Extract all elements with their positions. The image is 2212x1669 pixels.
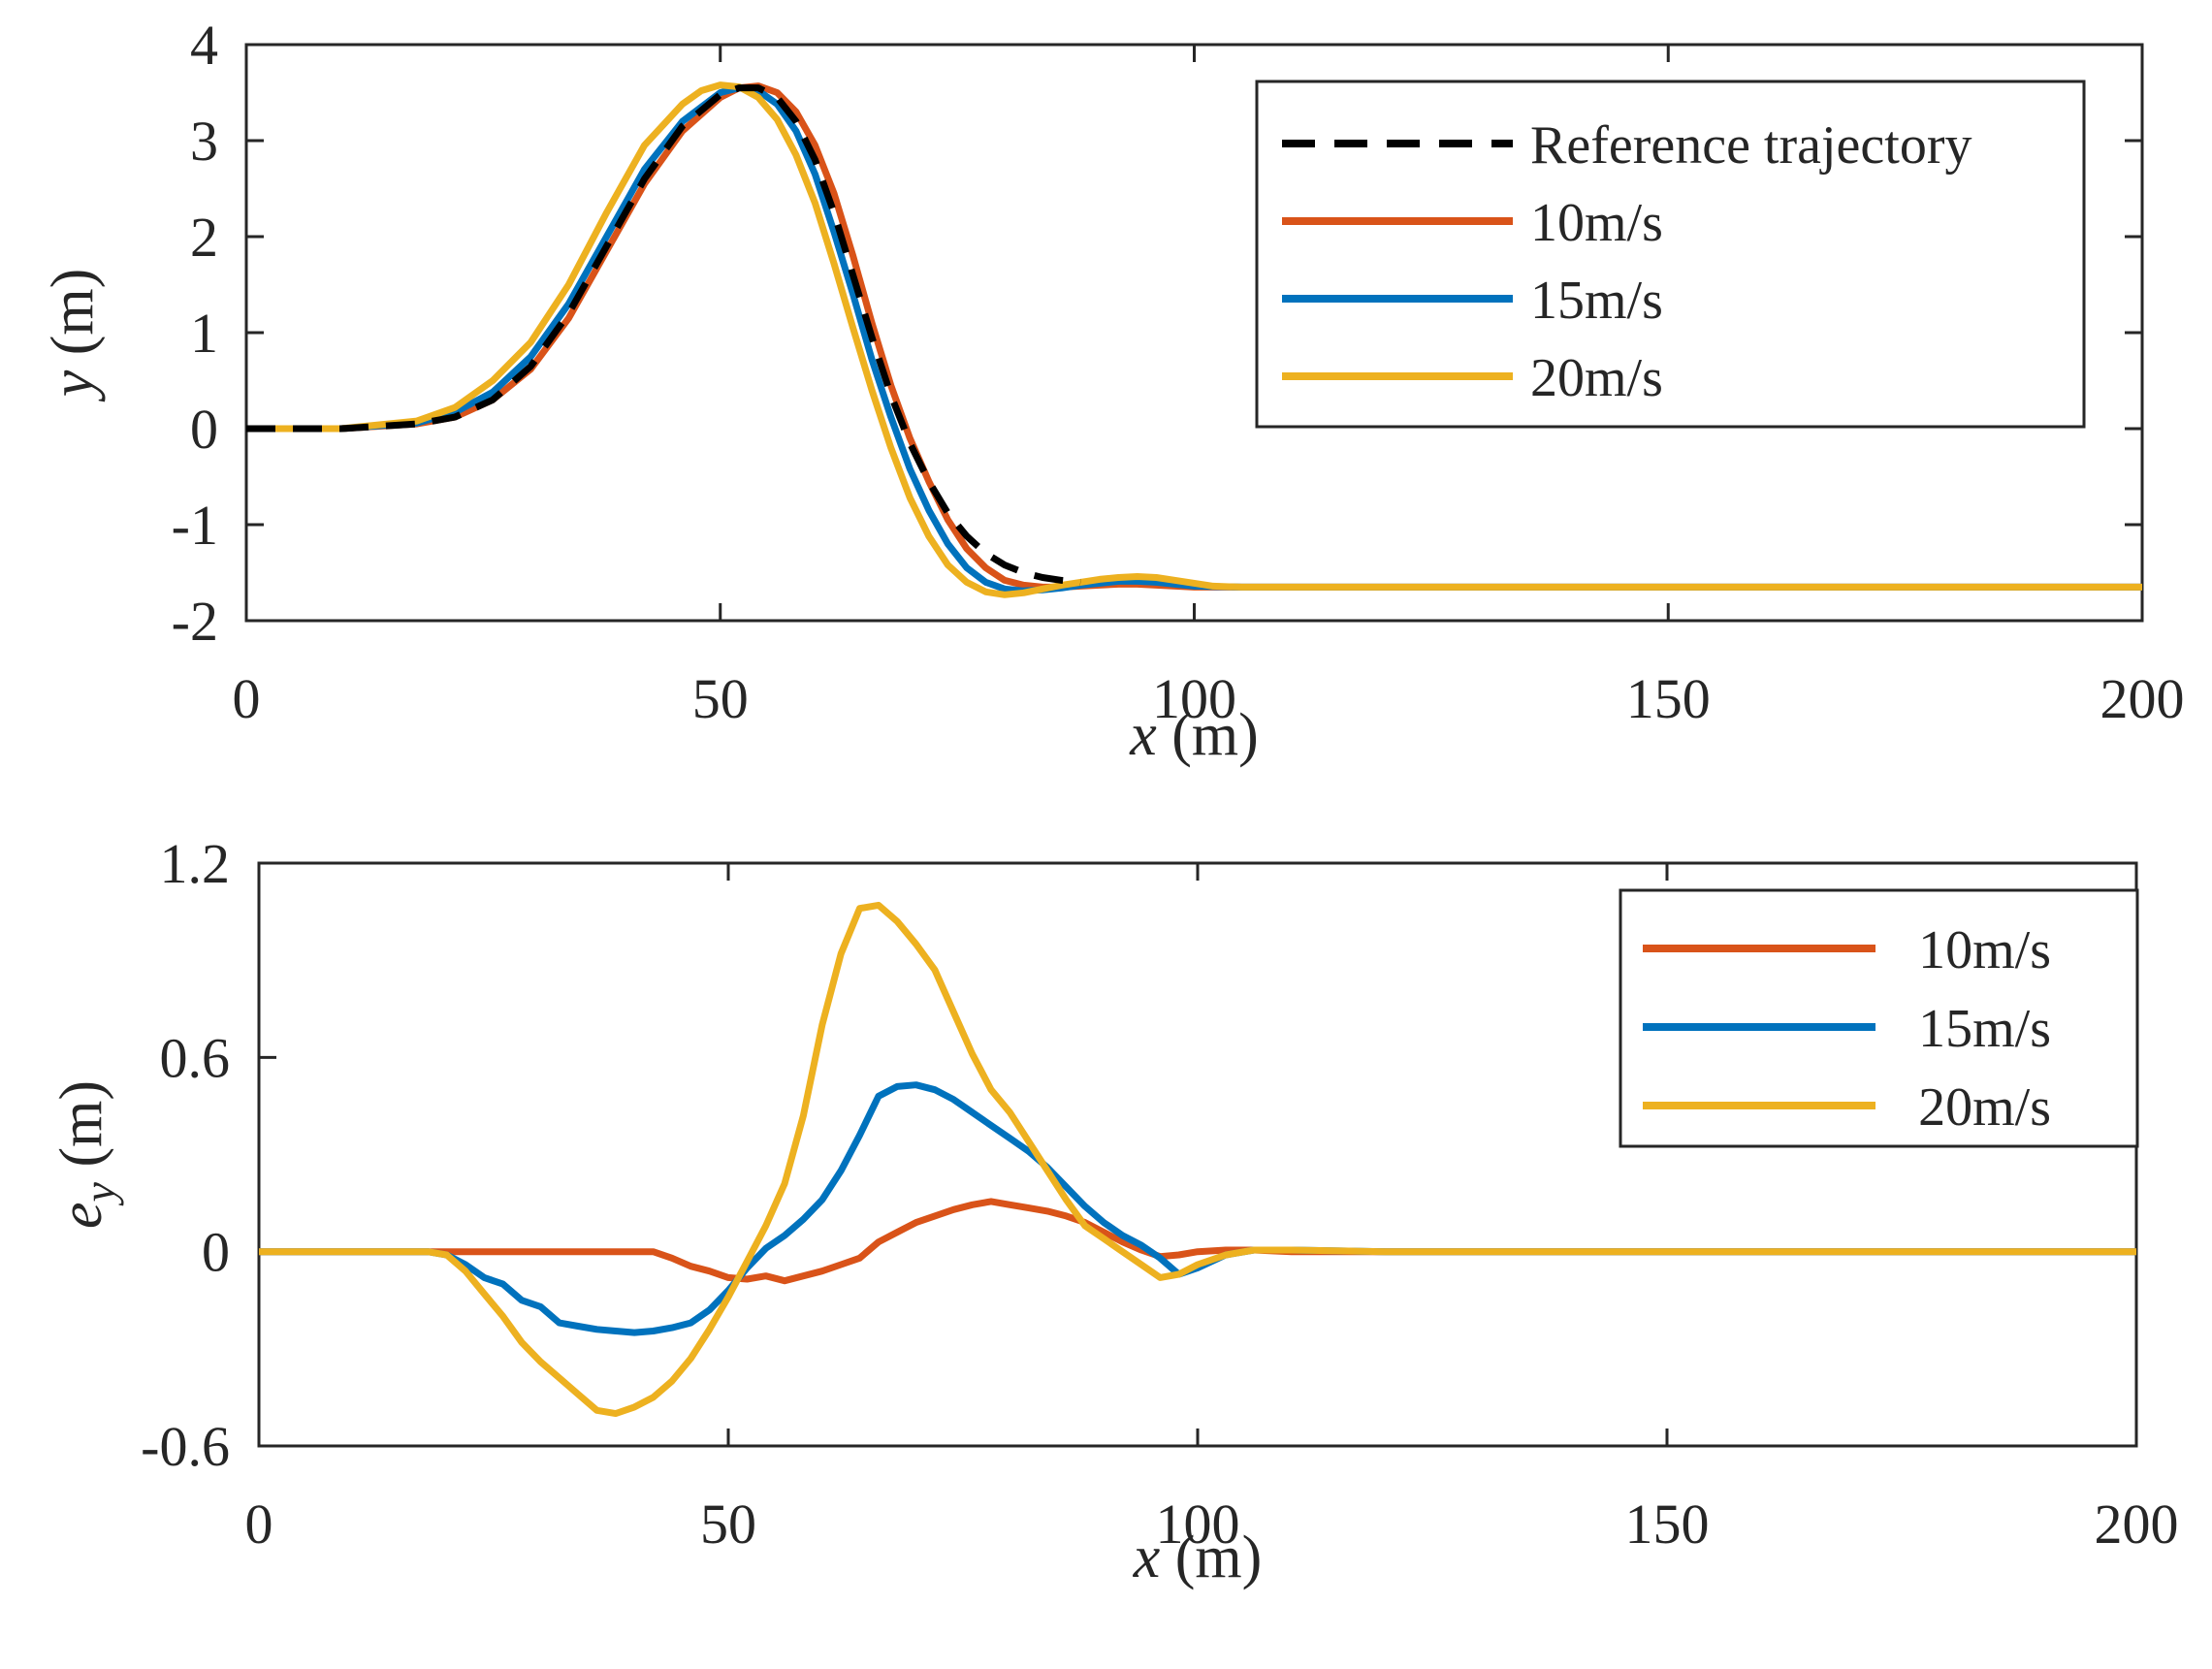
legend-label: 20m/s (1918, 1077, 2051, 1138)
y-tick-label: 2 (190, 206, 218, 269)
x-tick-label: 50 (700, 1492, 756, 1556)
legend-label: 10m/s (1530, 193, 1663, 253)
x-tick-label: 150 (1625, 1492, 1710, 1556)
legend-label: Reference trajectory (1530, 115, 1972, 176)
series-line-20m-s (246, 81, 2142, 598)
y-tick-label: 0 (190, 398, 218, 461)
series-line-reference-trajectory (246, 84, 1081, 586)
y-tick-label: 1.2 (160, 832, 231, 895)
series-line-15m-s (259, 1081, 2136, 1336)
x-tick-label: 100 (1156, 1492, 1240, 1556)
y-axis-label: ey (m) (48, 1080, 124, 1229)
chart-1: 0 50 100 150 200 -2 -1 0 1 2 3 4 x (m) y (m) Reference… (40, 14, 2185, 768)
x-tick-label: 0 (245, 1492, 273, 1556)
legend-box (1255, 80, 2086, 429)
legend-label: 15m/s (1918, 999, 2051, 1059)
y-tick-label: 1 (190, 302, 218, 365)
series-line-20m-s (259, 901, 2136, 1418)
x-tick-label: 200 (2095, 1492, 2179, 1556)
legend: Reference trajectory 10m/s 15m/s 20m/s (1255, 80, 2086, 429)
legend-label: 15m/s (1530, 271, 1663, 331)
y-tick-label: -2 (172, 590, 218, 653)
chart-2: 0 50 100 150 200-0.600.61.2x (m)ey (m)10m/s1… (48, 832, 2179, 1590)
x-tick-label: 0 (233, 667, 261, 730)
legend-label: 20m/s (1530, 348, 1663, 408)
y-tick-label: 0 (202, 1221, 230, 1284)
series-line-15m-s (246, 84, 2142, 594)
y-tick-label: 0.6 (160, 1026, 231, 1089)
y-tick-label: 4 (190, 14, 218, 77)
y-tick-label: 3 (190, 110, 218, 173)
y-tick-label: -0.6 (141, 1415, 230, 1478)
x-tick-label: 200 (2100, 667, 2185, 730)
y-tick-label: -1 (172, 494, 218, 557)
legend-label: 10m/s (1918, 920, 2051, 980)
legend: 10m/s 15m/s 20m/s (1619, 888, 2139, 1148)
x-tick-label: 50 (692, 667, 749, 730)
x-axis-label: x (m) (1133, 1525, 1263, 1590)
series-line-10m-s (259, 1198, 2136, 1285)
x-tick-label: 100 (1152, 667, 1236, 730)
x-axis-label: x (m) (1129, 702, 1259, 768)
x-tick-label: 150 (1626, 667, 1711, 730)
y-axis-label: y (m) (40, 269, 106, 403)
